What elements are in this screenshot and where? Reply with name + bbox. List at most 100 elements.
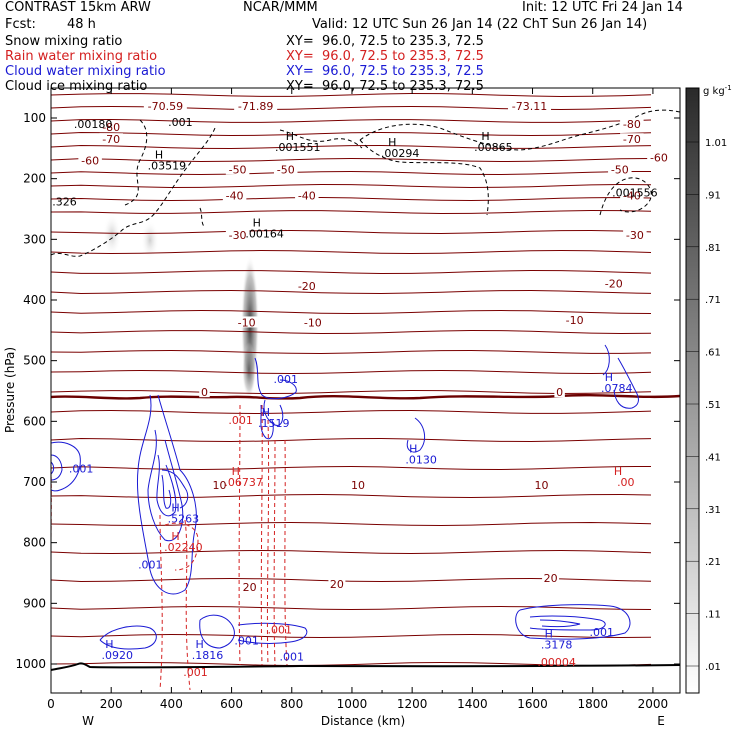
high-marker: H [614, 465, 622, 478]
maximum-value-label: .0784 [601, 382, 633, 395]
colorbar-label: .71 [705, 295, 721, 306]
maximum-value-label: .001 [183, 666, 208, 679]
contour-label-bg [533, 479, 551, 491]
temperature-contour-label: -71.89 [238, 100, 273, 113]
isotherm-line [51, 196, 652, 202]
maximum-value-label: .00164 [245, 227, 284, 240]
field-name-rain: Rain water mixing ratio [5, 49, 158, 64]
maximum-value-label: .001 [69, 463, 94, 476]
colorbar-label: .61 [705, 348, 721, 359]
isotherm-line [51, 549, 652, 555]
colorbar-unit: g kg-1 [703, 84, 732, 97]
isotherm-line [51, 349, 652, 355]
contour-label-bg [602, 277, 626, 289]
x-tick-label: 400 [160, 697, 183, 711]
temperature-contour-label: -60 [81, 154, 99, 167]
temperature-contour-label: -10 [566, 314, 584, 327]
contour-label-bg [78, 154, 102, 166]
colorbar: g kg-1 .01 .11 .21 .31 .41 .51 .61 .71 .81 .91 1.0… [685, 84, 732, 694]
maximum-value-label: .00 [617, 476, 635, 489]
contour-label-bg [620, 189, 644, 201]
maximum-value-label: .001 [234, 634, 259, 647]
maximum-value-label: .001556 [612, 187, 658, 200]
maximum-value-label: .0130 [405, 454, 437, 467]
contour-label-bg [295, 280, 319, 292]
temperature-contour-label: 0 [201, 386, 208, 399]
x-tick-label: 1400 [457, 697, 488, 711]
isotherm-line [51, 92, 652, 98]
colorbar-label: .91 [705, 190, 721, 201]
maximum-value-label: .00180 [74, 118, 113, 131]
cloud-ice-faint-patch [103, 213, 121, 257]
temperature-contour-label: 10 [351, 479, 365, 492]
y-tick-label: 900 [23, 596, 46, 610]
isotherm-line [51, 521, 652, 527]
colorbar-label: .51 [705, 400, 721, 411]
x-tick-label: 0 [47, 697, 55, 711]
y-tick-label: 600 [23, 414, 46, 428]
contour-label-bg [295, 189, 319, 201]
x-tick-label: 1200 [397, 697, 428, 711]
contour-label-bg [234, 316, 259, 328]
isotherm-line [51, 493, 652, 499]
x-tick-label: 600 [220, 697, 243, 711]
contour-label-bg [349, 479, 367, 491]
isotherm-line [51, 633, 652, 639]
x-tick-label: 2000 [638, 697, 669, 711]
high-marker: H [262, 406, 270, 419]
maximum-value-label: .001551 [275, 141, 321, 154]
isotherm-line [51, 309, 652, 315]
contour-label-bg [211, 479, 229, 491]
high-marker: H [171, 530, 179, 543]
init-time: Init: 12 UTC Fri 24 Jan 14 [522, 0, 683, 15]
high-marker: H [195, 638, 203, 651]
temperature-contour-label: 20 [243, 581, 257, 594]
contour-label-bg [225, 229, 250, 241]
isotherm-line [51, 661, 652, 667]
high-marker: H [409, 443, 417, 456]
y-tick-label: 200 [23, 172, 46, 186]
field-xy-cloudice: XY= 96.0, 72.5 to 235.3, 72.5 [286, 79, 484, 94]
x-tick-label: 800 [280, 697, 303, 711]
maximum-value-label: .03519 [148, 159, 187, 172]
temperature-contour-label: -10 [304, 316, 322, 329]
model-title: CONTRAST 15km ARW [5, 0, 151, 15]
contour-label-bg [99, 133, 123, 145]
maximum-value-label: .001 [138, 559, 163, 572]
contour-label-bg [623, 229, 647, 241]
temperature-contour-label: -30 [229, 229, 247, 242]
cloud-ice-faint-patch-2 [141, 220, 159, 260]
colorbar-label: 1.01 [705, 138, 727, 149]
maximum-value-label: .02240 [164, 541, 203, 554]
high-marker: H [171, 501, 179, 514]
temperature-contour-label: -20 [298, 280, 316, 293]
forecast-value: 48 h [67, 17, 96, 32]
field-xy-snow: XY= 96.0, 72.5 to 235.3, 72.5 [286, 34, 484, 49]
maximum-value-label: .001 [168, 116, 193, 129]
colorbar-label: .31 [705, 505, 721, 516]
x-axis: 0 200 400 600 800 1000 1200 1400 1600 1800 2000 [47, 88, 668, 711]
temperature-contour-label: 20 [330, 578, 344, 591]
cloud-ice-plume-lower [242, 342, 256, 398]
x-tick-label: 1000 [337, 697, 368, 711]
temperature-contour-label: -50 [277, 164, 295, 177]
valid-time: Valid: 12 UTC Sun 26 Jan 14 (22 ChT Sun … [312, 17, 648, 32]
maximum-value-label: .1816 [192, 649, 224, 662]
y-tick-label: 400 [23, 293, 46, 307]
maximum-value-label: .326 [52, 196, 77, 209]
high-marker: H [105, 638, 113, 651]
contour-label-bg [620, 133, 644, 145]
colorbar-gradient [685, 87, 700, 694]
isotherm-line [51, 183, 652, 189]
field-name-snow: Snow mixing ratio [5, 34, 123, 49]
temperature-contour-label: 10 [213, 479, 227, 492]
high-marker: H [481, 130, 489, 143]
contour-label-bg [554, 386, 565, 398]
contour-label-bg [222, 189, 247, 201]
maximum-value-label: .1519 [258, 417, 290, 430]
high-marker: H [545, 628, 553, 641]
contour-label-bg [562, 314, 587, 326]
isotherm-line [51, 369, 652, 375]
maximum-value-label: .06737 [224, 476, 263, 489]
